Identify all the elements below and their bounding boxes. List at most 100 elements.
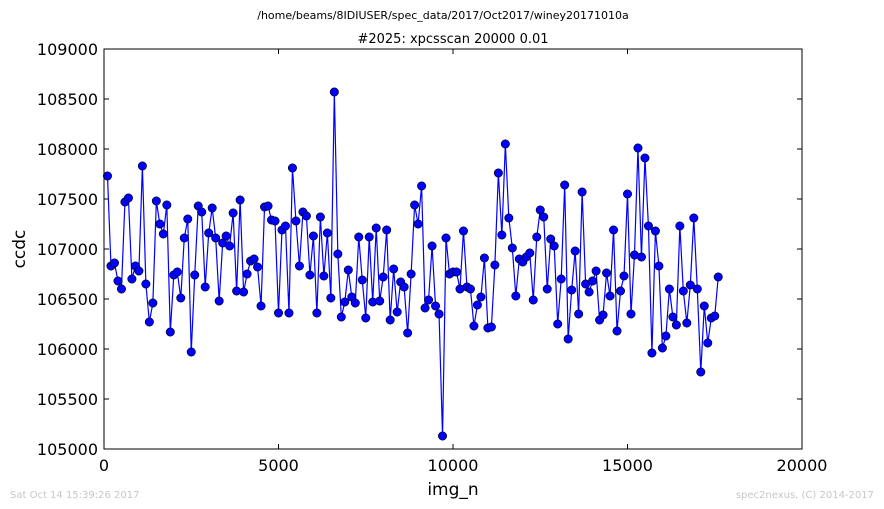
data-point: [242, 269, 252, 279]
data-point: [357, 275, 367, 285]
data-point: [113, 276, 123, 286]
data-point: [204, 228, 214, 238]
data-point: [441, 233, 451, 243]
data-point: [703, 338, 713, 348]
data-point: [284, 308, 294, 318]
data-point: [650, 226, 660, 236]
y-tick-label: 107000: [37, 240, 98, 259]
data-point: [315, 212, 325, 222]
data-point: [424, 295, 434, 305]
data-point: [162, 200, 172, 210]
data-point: [148, 298, 158, 308]
data-point: [434, 309, 444, 319]
data-point: [661, 331, 671, 341]
data-point: [556, 274, 566, 284]
data-point: [144, 317, 154, 327]
data-point: [465, 284, 475, 294]
data-point: [657, 343, 667, 353]
data-point: [389, 264, 399, 274]
data-point: [588, 276, 598, 286]
y-tick-label: 106000: [37, 340, 98, 359]
data-point: [633, 143, 643, 153]
data-point: [525, 248, 535, 258]
data-point: [207, 203, 217, 213]
data-point: [553, 319, 563, 329]
data-point: [539, 212, 549, 222]
data-point: [609, 225, 619, 235]
data-point: [197, 207, 207, 217]
x-tick-label: 20000: [777, 456, 828, 475]
data-point: [692, 284, 702, 294]
data-point: [225, 241, 235, 251]
data-point: [256, 301, 266, 311]
data-point: [671, 320, 681, 330]
data-point: [155, 219, 165, 229]
data-point: [354, 232, 364, 242]
data-point: [664, 284, 674, 294]
axis-ticks: [103, 48, 803, 450]
data-point: [490, 260, 500, 270]
data-point: [127, 274, 137, 284]
data-point: [598, 310, 608, 320]
data-point: [235, 195, 245, 205]
data-point: [511, 291, 521, 301]
data-point: [567, 285, 577, 295]
y-tick-label: 105500: [37, 390, 98, 409]
data-point: [263, 201, 273, 211]
data-point: [253, 262, 263, 272]
data-point: [476, 292, 486, 302]
data-point: [647, 348, 657, 358]
data-point: [504, 213, 514, 223]
data-point: [427, 241, 437, 251]
data-point: [563, 334, 573, 344]
data-point: [228, 208, 238, 218]
footer-timestamp: Sat Oct 14 15:39:26 2017: [10, 490, 140, 501]
data-point: [410, 200, 420, 210]
data-point: [343, 265, 353, 275]
data-point: [322, 228, 332, 238]
data-point: [542, 284, 552, 294]
data-point: [497, 230, 507, 240]
data-point: [584, 287, 594, 297]
data-point: [312, 308, 322, 318]
data-point: [507, 243, 517, 253]
x-tick-label: 5000: [258, 456, 299, 475]
data-point: [200, 282, 210, 292]
data-point: [713, 272, 723, 282]
data-point: [605, 291, 615, 301]
y-tick-label: 107500: [37, 190, 98, 209]
x-tick-label: 15000: [602, 456, 653, 475]
x-tick-label: 0: [99, 456, 109, 475]
x-tick-label: 10000: [428, 456, 479, 475]
data-point: [287, 163, 297, 173]
data-point: [493, 168, 503, 178]
data-point: [350, 298, 360, 308]
data-point: [616, 286, 626, 296]
data-point: [333, 249, 343, 259]
data-point: [500, 139, 510, 149]
data-point: [626, 309, 636, 319]
data-point: [361, 313, 371, 323]
data-point: [273, 308, 283, 318]
y-tick-label: 109000: [37, 40, 98, 59]
data-point: [532, 232, 542, 242]
data-point: [301, 211, 311, 221]
data-point: [319, 271, 329, 281]
data-point: [211, 233, 221, 243]
data-point: [190, 270, 200, 280]
data-point: [291, 216, 301, 226]
data-point: [549, 241, 559, 251]
data-point: [378, 272, 388, 282]
data-point: [249, 254, 259, 264]
data-point: [214, 296, 224, 306]
data-point: [406, 269, 416, 279]
data-point: [151, 196, 161, 206]
data-point: [612, 326, 622, 336]
data-point: [417, 181, 427, 191]
data-point: [689, 213, 699, 223]
y-axis-label: ccdc: [10, 230, 30, 269]
data-point: [280, 221, 290, 231]
data-point: [451, 267, 461, 277]
series-line: [106, 91, 719, 437]
